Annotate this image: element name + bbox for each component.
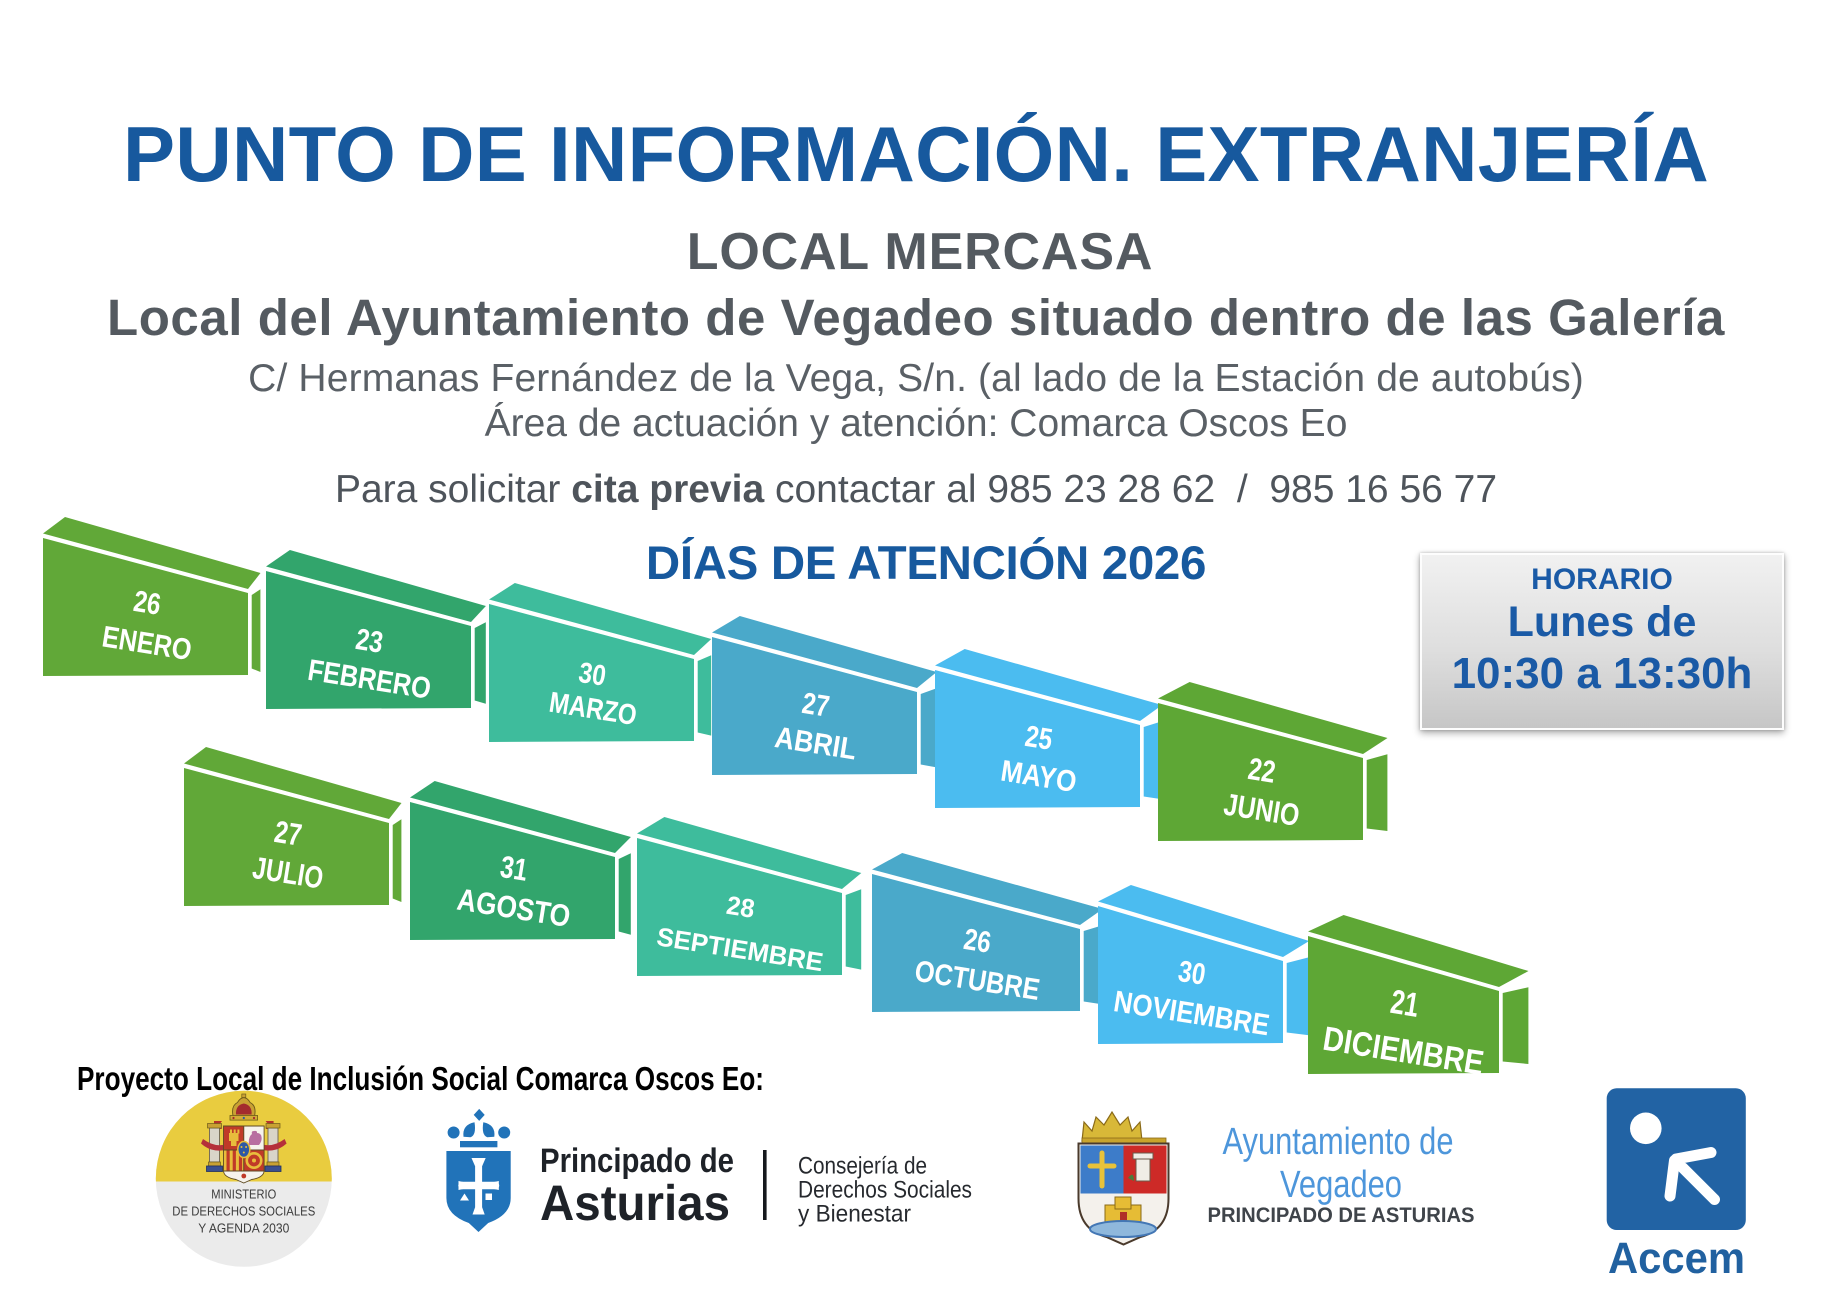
- svg-text:27: 27: [800, 687, 832, 724]
- svg-text:DE DERECHOS SOCIALES: DE DERECHOS SOCIALES: [172, 1204, 315, 1219]
- svg-text:27: 27: [272, 814, 304, 853]
- svg-text:26: 26: [961, 923, 993, 960]
- svg-text:23: 23: [353, 623, 385, 660]
- svg-text:MINISTERIO: MINISTERIO: [211, 1187, 276, 1202]
- svg-text:30: 30: [1176, 955, 1208, 992]
- svg-text:Ayuntamiento de: Ayuntamiento de: [1223, 1121, 1454, 1163]
- svg-text:Accem: Accem: [1608, 1234, 1745, 1283]
- svg-text:Vegadeo: Vegadeo: [1280, 1164, 1402, 1206]
- svg-text:Consejería de: Consejería de: [798, 1153, 927, 1180]
- svg-text:Derechos Sociales: Derechos Sociales: [798, 1177, 972, 1204]
- svg-text:25: 25: [1023, 720, 1055, 757]
- svg-text:PRINCIPADO DE ASTURIAS: PRINCIPADO DE ASTURIAS: [1208, 1204, 1475, 1227]
- svg-text:Y AGENDA 2030: Y AGENDA 2030: [198, 1221, 289, 1236]
- svg-text:26: 26: [131, 585, 163, 622]
- svg-text:Asturias: Asturias: [540, 1175, 730, 1231]
- svg-text:21: 21: [1388, 983, 1422, 1025]
- svg-text:Principado de: Principado de: [540, 1142, 734, 1180]
- svg-text:30: 30: [576, 657, 608, 693]
- svg-text:y Bienestar: y Bienestar: [798, 1201, 911, 1228]
- svg-text:28: 28: [724, 890, 756, 924]
- svg-text:22: 22: [1246, 751, 1278, 790]
- svg-text:31: 31: [498, 849, 530, 888]
